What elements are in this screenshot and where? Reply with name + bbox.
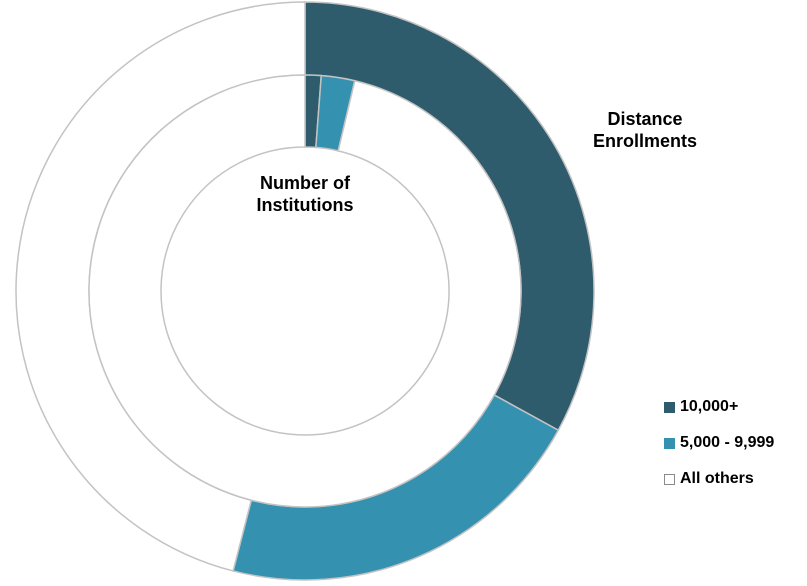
legend: 10,000+ 5,000 - 9,999 All others xyxy=(664,396,807,504)
legend-swatch-all-others xyxy=(664,473,675,485)
legend-label-all-others: All others xyxy=(680,470,754,487)
legend-item-10000-plus: 10,000+ xyxy=(664,396,807,418)
legend-swatch-10000-plus xyxy=(664,401,675,413)
legend-label-10000-plus: 10,000+ xyxy=(680,398,739,415)
legend-label-5000-9999: 5,000 - 9,999 xyxy=(680,434,775,451)
inner-ring-label: Number of Institutions xyxy=(256,173,354,215)
legend-swatch-5000-9999 xyxy=(664,437,675,449)
inner-slice-all-others xyxy=(88,74,522,508)
legend-item-all-others: All others xyxy=(664,468,807,490)
legend-item-5000-9999: 5,000 - 9,999 xyxy=(664,432,807,454)
outer-ring-label: Distance Enrollments xyxy=(592,109,698,151)
